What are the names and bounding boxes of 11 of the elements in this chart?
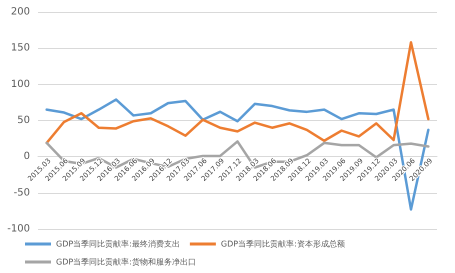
line-series xyxy=(45,41,430,144)
y-tick-label: 150 xyxy=(10,42,30,54)
legend-label: GDP当季同比贡献率:最终消费支出 xyxy=(56,240,180,248)
y-tick-label: 50 xyxy=(17,115,30,126)
y-tick-label: 0 xyxy=(24,151,30,162)
legend-label: GDP当季同比贡献率:货物和服务净出口 xyxy=(56,258,196,266)
legend-label: GDP当季同比贡献率:资本形成总额 xyxy=(220,240,345,248)
y-tick-label: -100 xyxy=(7,224,30,234)
y-tick-label: 200 xyxy=(10,6,30,18)
y-tick-label: 100 xyxy=(10,78,30,90)
y-tick-label: -50 xyxy=(14,187,30,198)
